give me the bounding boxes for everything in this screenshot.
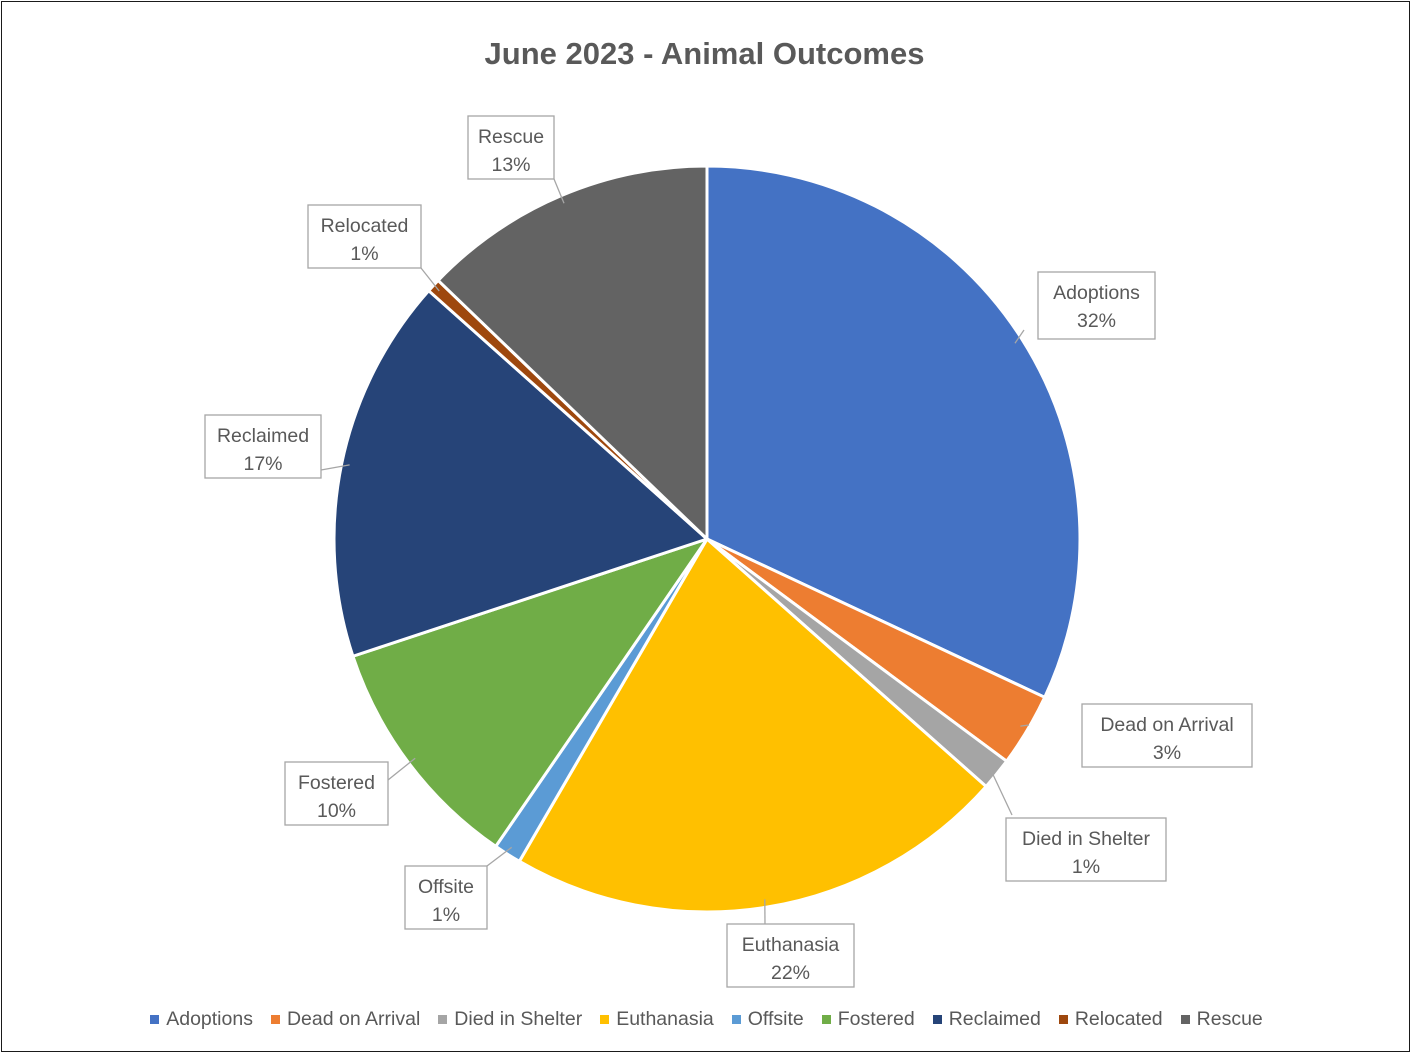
legend-item-offsite: Offsite: [731, 1008, 804, 1031]
data-label-percent-dead-on-arrival: 3%: [1153, 742, 1181, 764]
legend-swatch-dead-on-arrival: [270, 1015, 280, 1024]
legend-swatch-relocated: [1058, 1015, 1068, 1024]
legend-label-offsite: Offsite: [747, 1008, 804, 1030]
legend-item-euthanasia: Euthanasia: [600, 1008, 714, 1031]
data-label-box-offsite: [404, 865, 488, 930]
legend-swatch-adoptions: [150, 1015, 160, 1024]
legend-swatch-rescue: [1180, 1015, 1190, 1024]
data-label-category-rescue: Rescue: [478, 126, 544, 148]
data-label-box-euthanasia: [726, 923, 855, 988]
leader-line-dead-on-arrival: [1020, 724, 1030, 727]
data-label-percent-relocated: 1%: [350, 243, 378, 265]
legend-swatch-fostered: [821, 1015, 831, 1024]
legend-label-dead-on-arrival: Dead on Arrival: [286, 1008, 421, 1030]
data-label-percent-fostered: 10%: [317, 800, 356, 822]
pie-slice-euthanasia: [517, 537, 988, 914]
data-label-category-died-in-shelter: Died in Shelter: [1022, 828, 1150, 850]
data-label-box-rescue: [467, 115, 555, 180]
data-label-category-adoptions: Adoptions: [1053, 282, 1140, 304]
data-label-percent-euthanasia: 22%: [771, 962, 810, 984]
legend-item-fostered: Fostered: [821, 1008, 915, 1031]
leader-line-adoptions: [1014, 329, 1025, 344]
legend-item-dead-on-arrival: Dead on Arrival: [270, 1008, 421, 1031]
legend-item-rescue: Rescue: [1180, 1008, 1263, 1031]
data-label-category-dead-on-arrival: Dead on Arrival: [1100, 714, 1233, 736]
legend-swatch-offsite: [731, 1015, 741, 1024]
data-label-box-fostered: [284, 761, 389, 826]
data-label-box-dead-on-arrival: [1081, 703, 1253, 768]
data-label-category-fostered: Fostered: [298, 772, 375, 794]
legend-item-died-in-shelter: Died in Shelter: [438, 1008, 582, 1031]
data-label-percent-rescue: 13%: [491, 154, 530, 176]
legend-item-adoptions: Adoptions: [150, 1008, 253, 1031]
data-label-category-reclaimed: Reclaimed: [217, 425, 309, 447]
data-label-box-reclaimed: [204, 414, 322, 479]
data-label-category-relocated: Relocated: [321, 215, 409, 237]
legend-label-died-in-shelter: Died in Shelter: [454, 1008, 583, 1030]
legend-item-relocated: Relocated: [1058, 1008, 1163, 1031]
pie-chart: Adoptions 32% Dead on Arrival 3% Died in She…: [204, 115, 1253, 988]
legend-swatch-died-in-shelter: [438, 1015, 448, 1024]
chart-legend: Adoptions Dead on Arrival Died in Shelter E…: [0, 1008, 1413, 1031]
legend-label-relocated: Relocated: [1074, 1008, 1163, 1030]
leader-line-offsite: [486, 846, 513, 867]
leader-line-fostered: [387, 757, 416, 781]
data-label-category-euthanasia: Euthanasia: [742, 934, 840, 956]
legend-item-reclaimed: Reclaimed: [932, 1008, 1041, 1031]
pie-slice-reclaimed: [332, 289, 709, 658]
leader-line-rescue: [553, 178, 565, 204]
data-label-percent-adoptions: 32%: [1077, 310, 1116, 332]
legend-label-reclaimed: Reclaimed: [948, 1008, 1041, 1030]
legend-swatch-reclaimed: [932, 1015, 942, 1024]
legend-label-adoptions: Adoptions: [166, 1008, 253, 1030]
leader-line-reclaimed: [320, 464, 350, 471]
legend-label-euthanasia: Euthanasia: [616, 1008, 714, 1030]
chart-title: June 2023 - Animal Outcomes: [484, 36, 925, 71]
data-label-box-adoptions: [1037, 271, 1156, 340]
data-label-percent-offsite: 1%: [432, 904, 460, 926]
pie-slice-adoptions: [705, 164, 1082, 699]
legend-label-rescue: Rescue: [1196, 1008, 1263, 1030]
legend-label-fostered: Fostered: [837, 1008, 915, 1030]
legend-swatch-euthanasia: [600, 1015, 610, 1024]
data-label-category-offsite: Offsite: [418, 876, 474, 898]
data-label-percent-died-in-shelter: 1%: [1072, 856, 1100, 878]
data-label-box-died-in-shelter: [1005, 817, 1167, 882]
data-label-box-relocated: [307, 204, 422, 269]
leader-line-relocated: [420, 267, 440, 292]
data-label-percent-reclaimed: 17%: [243, 453, 282, 475]
leader-line-died-in-shelter: [989, 768, 1013, 816]
